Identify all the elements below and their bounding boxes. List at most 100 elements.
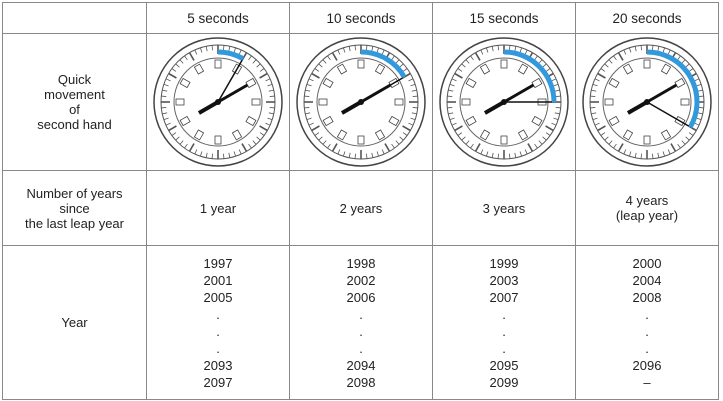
tick	[355, 154, 356, 159]
value-cell: 199920032007...20952099	[433, 246, 576, 400]
cell-line: second hand	[3, 117, 146, 132]
cell-line: the last leap year	[3, 216, 146, 231]
hour-marker	[501, 60, 507, 68]
value-cell: 199820022006...20942098	[290, 246, 433, 400]
watch-row: Quickmovementofsecond hand	[3, 34, 719, 171]
page: {"table": { "header": ["5 seconds", "10 …	[0, 0, 723, 401]
tick	[413, 96, 418, 97]
cell-line: 2005	[147, 289, 289, 306]
value-cell: 1 year	[147, 171, 290, 246]
cell-line: (leap year)	[576, 208, 718, 223]
cell-line: 2099	[433, 374, 575, 391]
cell-line: .	[290, 323, 432, 340]
hour-marker	[215, 60, 221, 68]
cell-line: 2002	[290, 272, 432, 289]
watch-illustration	[148, 35, 288, 169]
value-cell: 2 years	[290, 171, 433, 246]
hour-marker	[358, 136, 364, 144]
value-cell: 200020042008...2096–	[576, 246, 719, 400]
header-cell: 20 seconds	[576, 3, 719, 34]
header-cell: 15 seconds	[433, 3, 576, 34]
hour-marker	[395, 99, 403, 105]
hour-marker	[215, 136, 221, 144]
tick	[509, 154, 510, 159]
tick	[270, 107, 275, 108]
tick	[699, 96, 704, 97]
tick	[447, 96, 452, 97]
cell-line: 2003	[433, 272, 575, 289]
pivot	[501, 99, 507, 105]
watch-cell	[433, 34, 576, 171]
tick	[509, 45, 510, 50]
hour-marker	[358, 60, 364, 68]
cell-line: .	[290, 340, 432, 357]
tick	[366, 45, 367, 50]
cell-line: 2094	[290, 357, 432, 374]
hour-marker	[319, 99, 327, 105]
tick	[304, 96, 309, 97]
cell-line: 2093	[147, 357, 289, 374]
value-cell: 199720012005...20932097	[147, 246, 290, 400]
hour-marker	[644, 60, 650, 68]
tick	[355, 45, 356, 50]
watch-cell	[147, 34, 290, 171]
pivot	[215, 99, 221, 105]
cell-line: 2001	[147, 272, 289, 289]
cell-line: 2097	[147, 374, 289, 391]
years-since-row: Number of yearssincethe last leap year1 …	[3, 171, 719, 246]
cell-line: 1997	[147, 255, 289, 272]
tick	[223, 45, 224, 50]
hour-marker	[644, 136, 650, 144]
hour-marker	[681, 99, 689, 105]
cell-line: 1 year	[147, 201, 289, 216]
watch-illustration	[577, 35, 717, 169]
pivot	[644, 99, 650, 105]
cell-line: 2004	[576, 272, 718, 289]
header-cell: 10 seconds	[290, 3, 433, 34]
tick	[161, 96, 166, 97]
cell-line: Year	[3, 315, 146, 330]
tick	[498, 45, 499, 50]
corner-cell	[3, 3, 147, 34]
cell-line: 2098	[290, 374, 432, 391]
tick	[641, 154, 642, 159]
tick	[652, 45, 653, 50]
row-label: Quickmovementofsecond hand	[3, 34, 147, 171]
cell-line: .	[147, 340, 289, 357]
tick	[270, 96, 275, 97]
cell-line: 3 years	[433, 201, 575, 216]
tick	[590, 96, 595, 97]
watch-cell	[576, 34, 719, 171]
cell-line: .	[433, 340, 575, 357]
tick	[556, 96, 561, 97]
cell-line: since	[3, 201, 146, 216]
hour-marker	[252, 99, 260, 105]
cell-line: Number of years	[3, 186, 146, 201]
cell-line: –	[576, 374, 718, 391]
tick	[652, 154, 653, 159]
row-label: Year	[3, 246, 147, 400]
value-cell: 4 years(leap year)	[576, 171, 719, 246]
cell-line: 2 years	[290, 201, 432, 216]
tick	[498, 154, 499, 159]
cell-line: Quick	[3, 72, 146, 87]
leap-year-table: 5 seconds 10 seconds 15 seconds 20 secon…	[2, 2, 719, 400]
tick	[641, 45, 642, 50]
hour-marker	[501, 136, 507, 144]
tick	[699, 107, 704, 108]
header-row: 5 seconds 10 seconds 15 seconds 20 secon…	[3, 3, 719, 34]
cell-line: .	[576, 323, 718, 340]
watch-illustration	[291, 35, 431, 169]
tick	[413, 107, 418, 108]
tick	[304, 107, 309, 108]
cell-line: 2095	[433, 357, 575, 374]
cell-line: movement	[3, 87, 146, 102]
watch-cell	[290, 34, 433, 171]
header-cell: 5 seconds	[147, 3, 290, 34]
tick	[212, 154, 213, 159]
hour-marker	[462, 99, 470, 105]
cell-line: 2006	[290, 289, 432, 306]
hour-marker	[605, 99, 613, 105]
cell-line: .	[147, 306, 289, 323]
